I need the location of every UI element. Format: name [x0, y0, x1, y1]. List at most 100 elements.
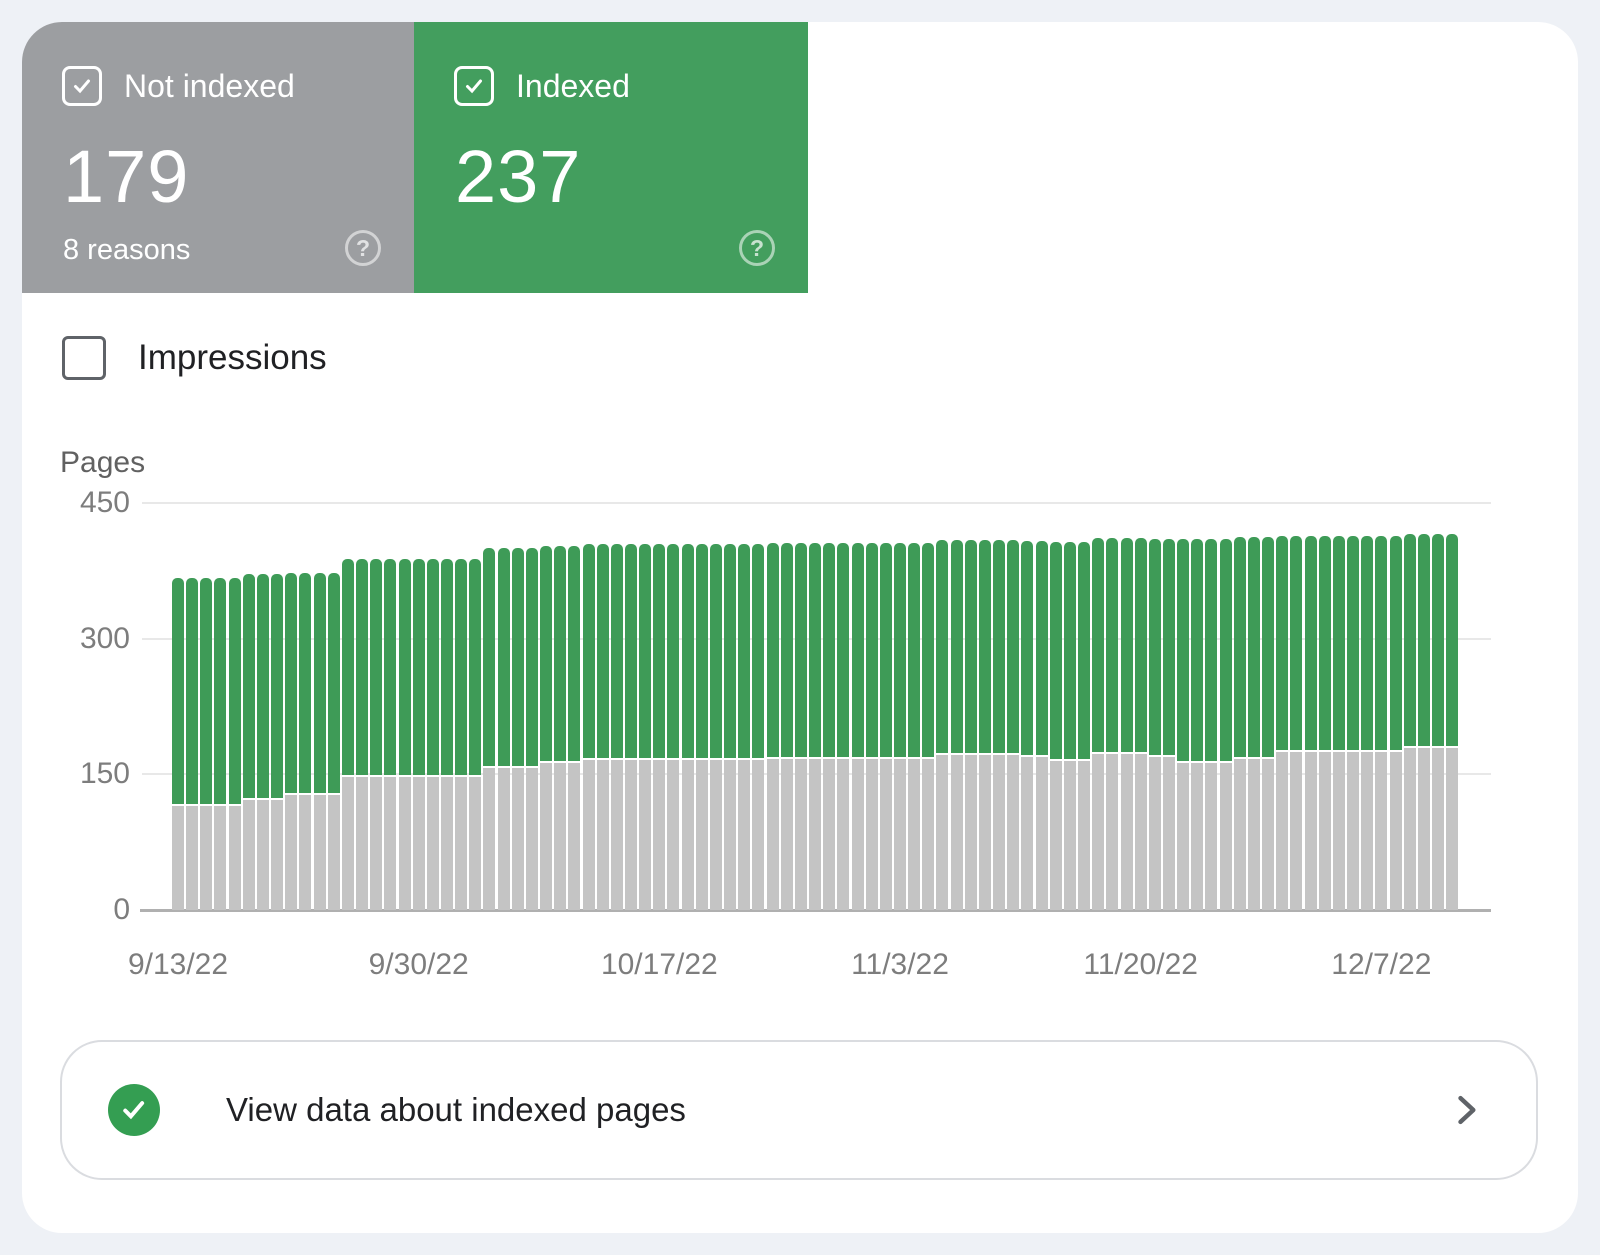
chart-bar-10/15/22[interactable] — [625, 543, 638, 910]
chart-bar-9/27/22[interactable] — [370, 559, 383, 910]
chart-bar-11/27/22[interactable] — [1233, 537, 1246, 910]
chart-bar-10/3/22[interactable] — [455, 559, 468, 910]
card-not-indexed[interactable]: Not indexed 179 8 reasons ? — [22, 22, 414, 293]
chart-bar-12/9/22[interactable] — [1403, 533, 1416, 910]
chart-bar-11/6/22[interactable] — [936, 540, 949, 910]
chart-bar-11/28/22[interactable] — [1247, 537, 1260, 910]
chart-bar-11/15/22[interactable] — [1063, 541, 1076, 910]
chart-bar-12/4/22[interactable] — [1332, 535, 1345, 910]
chart-bar-10/10/22[interactable] — [554, 545, 567, 910]
chart-bar-10/12/22[interactable] — [582, 543, 595, 910]
chart-bar-9/30/22[interactable] — [412, 559, 425, 910]
chart-bar-10/28/22[interactable] — [809, 542, 822, 910]
chart-bar-12/3/22[interactable] — [1318, 535, 1331, 910]
chart-bar-9/15/22[interactable] — [200, 578, 213, 910]
chart-bar-9/13/22[interactable] — [172, 578, 184, 910]
chart-bar-10/25/22[interactable] — [766, 542, 779, 910]
chart-bar-11/12/22[interactable] — [1021, 540, 1034, 910]
chart-bar-10/4/22[interactable] — [469, 559, 482, 910]
chart-bar-12/7/22[interactable] — [1375, 535, 1388, 910]
chart-bar-11/23/22[interactable] — [1177, 539, 1190, 910]
chart-bar-11/24/22[interactable] — [1191, 539, 1204, 910]
chart-bar-11/30/22[interactable] — [1276, 535, 1289, 910]
chart-bar-11/14/22[interactable] — [1049, 541, 1062, 910]
chart-bar-9/16/22[interactable] — [214, 578, 227, 910]
chart-bar-10/6/22[interactable] — [497, 548, 510, 910]
chart-bar-12/1/22[interactable] — [1290, 535, 1303, 910]
chart-bar-10/26/22[interactable] — [780, 542, 793, 910]
chart-bar-12/6/22[interactable] — [1361, 535, 1374, 910]
chart-bar-9/23/22[interactable] — [313, 572, 326, 910]
chart-bar-10/14/22[interactable] — [610, 543, 623, 910]
chart-bar-11/2/22[interactable] — [879, 542, 892, 910]
chart-bar-10/24/22[interactable] — [752, 543, 765, 910]
chart-bar-11/20/22[interactable] — [1134, 538, 1147, 910]
impressions-toggle[interactable]: Impressions — [62, 336, 327, 380]
chart-bar-11/13/22[interactable] — [1035, 540, 1048, 910]
chart-bar-9/21/22[interactable] — [285, 572, 298, 910]
chart-bar-12/2/22[interactable] — [1304, 535, 1317, 910]
chart-bar-10/21/22[interactable] — [709, 543, 722, 910]
chart-bar-10/31/22[interactable] — [851, 542, 864, 910]
chart-bar-10/5/22[interactable] — [483, 548, 496, 910]
chart-bar-9/26/22[interactable] — [356, 559, 369, 910]
chart-bar-10/8/22[interactable] — [525, 548, 538, 910]
chart-bar-10/1/22[interactable] — [426, 559, 439, 910]
chart-bar-11/26/22[interactable] — [1219, 539, 1232, 910]
chart-bar-10/9/22[interactable] — [540, 545, 553, 910]
not-indexed-help-icon[interactable]: ? — [345, 230, 381, 266]
chart-bar-10/7/22[interactable] — [511, 548, 524, 910]
chart-bar-11/22/22[interactable] — [1162, 539, 1175, 910]
chart-bar-12/5/22[interactable] — [1347, 535, 1360, 910]
chart-bar-10/23/22[interactable] — [738, 543, 751, 910]
chart-bar-11/9/22[interactable] — [978, 540, 991, 910]
chart-bar-11/7/22[interactable] — [950, 540, 963, 910]
chart-bar-11/21/22[interactable] — [1148, 539, 1161, 910]
chart-bar-11/10/22[interactable] — [993, 540, 1006, 910]
chart-bar-9/19/22[interactable] — [256, 573, 269, 910]
chart-bar-11/19/22[interactable] — [1120, 538, 1133, 910]
indexed-help-icon[interactable]: ? — [739, 230, 775, 266]
chart-bar-9/22/22[interactable] — [299, 572, 312, 910]
chart-bar-12/11/22[interactable] — [1431, 533, 1444, 910]
chart-bar-9/14/22[interactable] — [186, 578, 199, 910]
chart-bar-12/12/22[interactable] — [1446, 533, 1459, 910]
chart-bar-12/8/22[interactable] — [1389, 535, 1402, 910]
chart-bar-11/8/22[interactable] — [964, 540, 977, 910]
card-indexed[interactable]: Indexed 237 ? — [414, 22, 808, 293]
chart-bar-10/19/22[interactable] — [681, 543, 694, 910]
chart-bar-10/17/22[interactable] — [653, 543, 666, 910]
chart-bar-10/22/22[interactable] — [724, 543, 737, 910]
chart-bar-10/27/22[interactable] — [794, 542, 807, 910]
chart-bar-9/18/22[interactable] — [242, 573, 255, 910]
chart-bar-10/13/22[interactable] — [596, 543, 609, 910]
chart-bar-11/11/22[interactable] — [1007, 540, 1020, 910]
chart-bar-11/25/22[interactable] — [1205, 539, 1218, 910]
chart-bar-9/17/22[interactable] — [228, 578, 241, 910]
chart-bar-11/1/22[interactable] — [865, 542, 878, 910]
chart-bar-11/3/22[interactable] — [894, 542, 906, 910]
chart-bar-10/29/22[interactable] — [823, 542, 836, 910]
chart-bar-11/5/22[interactable] — [922, 542, 935, 910]
chart-bar-10/16/22[interactable] — [639, 543, 652, 910]
chart-bar-11/29/22[interactable] — [1262, 537, 1275, 910]
chart-bar-10/11/22[interactable] — [568, 545, 581, 910]
indexed-checkbox-checked-icon[interactable] — [454, 66, 494, 106]
chart-bar-11/18/22[interactable] — [1106, 538, 1119, 910]
chart-bar-9/25/22[interactable] — [341, 559, 354, 910]
view-indexed-data-button[interactable]: View data about indexed pages — [60, 1040, 1538, 1180]
chart-bar-9/29/22[interactable] — [398, 559, 411, 910]
chart-bar-9/20/22[interactable] — [271, 573, 284, 910]
chart-bar-10/2/22[interactable] — [440, 559, 453, 910]
not-indexed-checkbox-checked-icon[interactable] — [62, 66, 102, 106]
chart-bar-12/10/22[interactable] — [1417, 533, 1430, 910]
chart-bar-11/4/22[interactable] — [908, 542, 921, 910]
chart-bar-9/24/22[interactable] — [327, 572, 340, 910]
chart-bar-10/20/22[interactable] — [695, 543, 708, 910]
chart-bar-10/30/22[interactable] — [837, 542, 850, 910]
impressions-checkbox-unchecked-icon[interactable] — [62, 336, 106, 380]
chart-bar-11/17/22[interactable] — [1092, 538, 1105, 910]
chart-bar-10/18/22[interactable] — [667, 543, 680, 910]
chart-bar-9/28/22[interactable] — [384, 559, 397, 910]
chart-bar-11/16/22[interactable] — [1078, 541, 1091, 910]
